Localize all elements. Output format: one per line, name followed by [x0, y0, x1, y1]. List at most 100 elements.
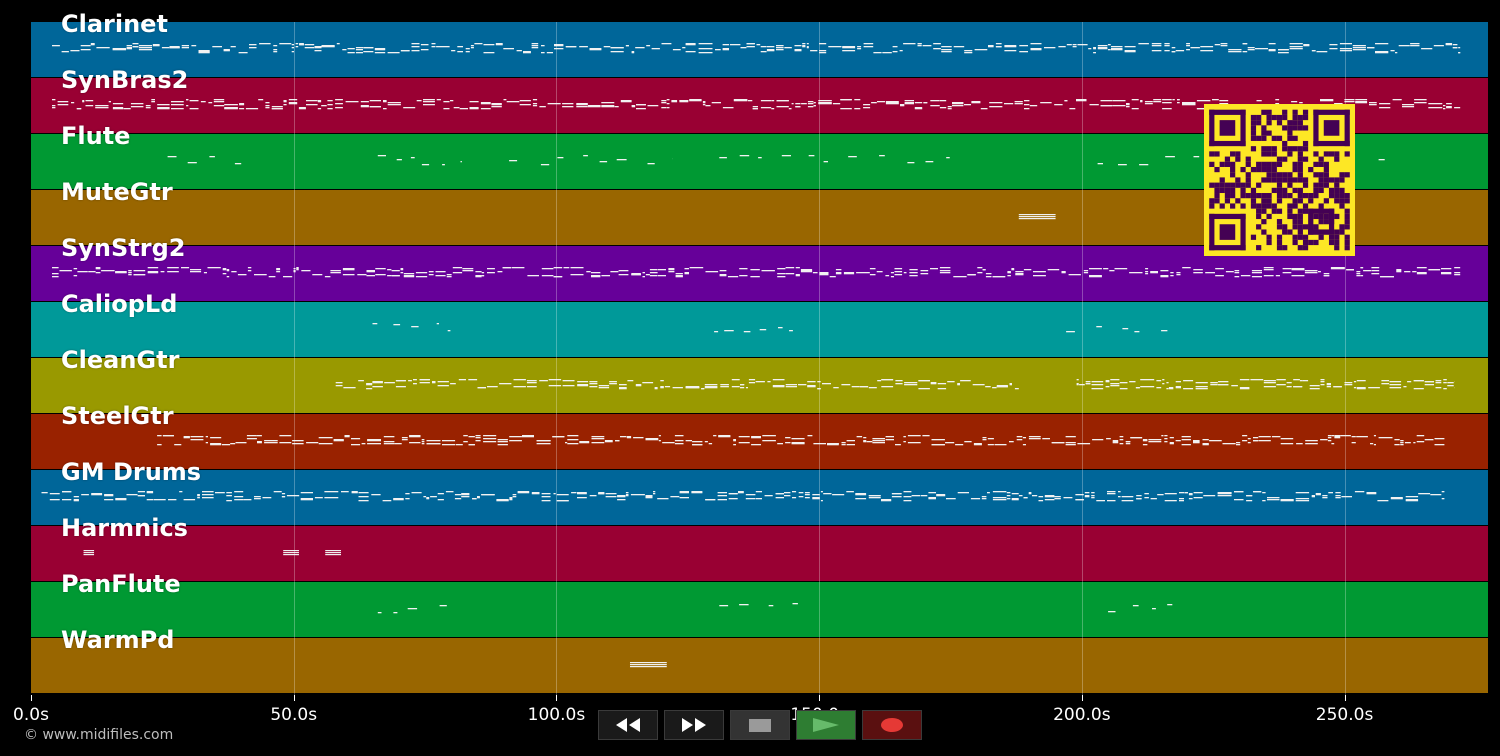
note [375, 274, 386, 276]
track-label: CaliopLd [61, 290, 178, 318]
note [1458, 52, 1461, 54]
note [480, 108, 491, 110]
note [1299, 102, 1303, 104]
note [684, 273, 689, 275]
note [342, 268, 355, 270]
note [1181, 439, 1191, 441]
note [128, 274, 132, 276]
note [1396, 271, 1402, 273]
note [1311, 496, 1315, 498]
note [436, 46, 450, 48]
note [1140, 379, 1155, 381]
note [292, 443, 304, 445]
note [342, 269, 355, 271]
note [1076, 99, 1087, 101]
note [351, 444, 361, 446]
note [777, 443, 783, 445]
track-panflute: PanFlute [31, 570, 1488, 638]
note [661, 107, 667, 109]
note [661, 102, 667, 104]
note [1392, 99, 1402, 101]
note [1096, 500, 1105, 502]
note [925, 161, 934, 163]
note [200, 101, 206, 103]
note [635, 384, 642, 386]
note [480, 102, 491, 104]
note [1142, 444, 1148, 446]
note [577, 497, 587, 499]
note [1295, 500, 1310, 502]
stop-icon [749, 718, 771, 732]
note [374, 48, 386, 50]
note [1014, 388, 1019, 390]
note [73, 500, 79, 502]
note [801, 103, 807, 105]
note [1200, 46, 1214, 48]
note [371, 494, 381, 496]
note [314, 497, 323, 499]
note [1167, 604, 1173, 606]
note [1400, 444, 1404, 446]
note [286, 495, 300, 497]
note [1023, 497, 1028, 499]
note [383, 100, 387, 102]
note [455, 444, 463, 446]
note [988, 46, 994, 48]
note [1327, 435, 1332, 437]
note [468, 436, 475, 438]
note [115, 499, 127, 501]
rewind-button[interactable] [598, 710, 658, 740]
note [430, 496, 437, 498]
note [1379, 103, 1391, 105]
note [82, 101, 85, 103]
note [795, 274, 800, 276]
note [423, 496, 427, 498]
note [1162, 383, 1165, 385]
note [374, 49, 386, 51]
note [891, 493, 902, 495]
note [81, 494, 89, 496]
note [766, 49, 775, 51]
note [973, 444, 982, 446]
note [823, 493, 832, 495]
stop-button[interactable] [730, 710, 790, 740]
note [739, 155, 750, 157]
note [820, 491, 823, 493]
note [428, 271, 434, 273]
note [49, 493, 60, 495]
note [247, 267, 252, 269]
note [701, 388, 705, 390]
note [1215, 268, 1224, 270]
note [1331, 435, 1335, 437]
note [750, 269, 760, 271]
note [751, 437, 761, 439]
note [1428, 269, 1441, 271]
fast-forward-button[interactable] [664, 710, 724, 740]
note [1107, 49, 1111, 51]
note [565, 442, 568, 444]
note [819, 273, 829, 275]
grid-line [1344, 22, 1346, 695]
note [627, 380, 634, 382]
note [1251, 276, 1262, 278]
note [577, 384, 589, 386]
note [684, 272, 689, 274]
note [132, 46, 139, 48]
note [1446, 103, 1452, 105]
note [360, 105, 369, 107]
note [806, 47, 809, 49]
play-button[interactable] [796, 710, 856, 740]
note [1239, 388, 1250, 390]
record-button[interactable] [862, 710, 922, 740]
note [1341, 496, 1352, 498]
note [1069, 108, 1076, 110]
tick-label: 50.0s [270, 705, 318, 725]
note [1091, 492, 1095, 494]
note [202, 491, 214, 493]
note [739, 604, 749, 606]
note [664, 386, 671, 388]
note [904, 103, 914, 105]
note [587, 106, 601, 108]
note [1334, 437, 1341, 439]
note [126, 494, 138, 496]
